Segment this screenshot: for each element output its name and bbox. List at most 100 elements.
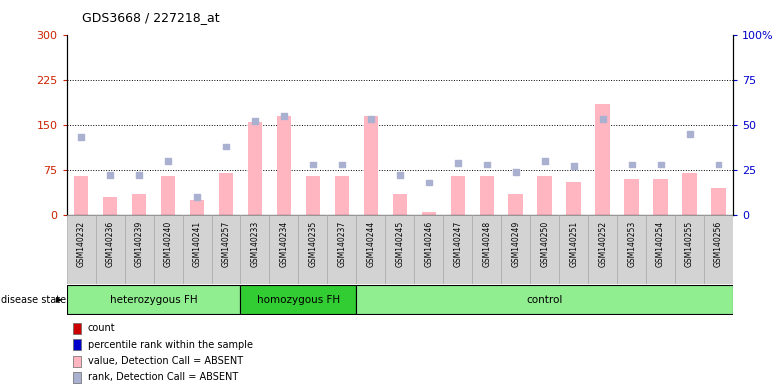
Bar — [74, 372, 82, 383]
Text: GSM140232: GSM140232 — [77, 220, 85, 267]
Bar — [704, 215, 733, 284]
Bar — [559, 215, 588, 284]
Point — [597, 116, 609, 122]
Point — [452, 160, 464, 166]
Point — [684, 131, 696, 137]
Bar — [414, 215, 443, 284]
Text: GSM140254: GSM140254 — [656, 220, 665, 267]
Bar — [74, 356, 82, 367]
Text: GSM140237: GSM140237 — [337, 220, 347, 267]
Bar — [277, 116, 291, 215]
Bar — [219, 173, 234, 215]
Point — [307, 161, 319, 167]
Bar — [241, 285, 357, 314]
Bar — [646, 215, 675, 284]
Text: count: count — [88, 323, 115, 333]
Text: GSM140233: GSM140233 — [250, 220, 260, 267]
Bar — [682, 173, 697, 215]
Text: GSM140236: GSM140236 — [106, 220, 114, 267]
Bar — [393, 194, 407, 215]
Bar — [212, 215, 241, 284]
Point — [191, 194, 203, 200]
Bar — [67, 285, 241, 314]
Text: control: control — [527, 295, 563, 305]
Bar — [509, 194, 523, 215]
Text: homozygous FH: homozygous FH — [257, 295, 340, 305]
Text: value, Detection Call = ABSENT: value, Detection Call = ABSENT — [88, 356, 243, 366]
Text: heterozygous FH: heterozygous FH — [110, 295, 198, 305]
Text: GSM140255: GSM140255 — [685, 220, 694, 267]
Bar — [306, 176, 320, 215]
Bar — [248, 122, 262, 215]
Bar — [443, 215, 472, 284]
Point — [74, 134, 87, 141]
Bar — [711, 188, 726, 215]
Text: GSM140239: GSM140239 — [135, 220, 143, 267]
Bar — [501, 215, 530, 284]
Bar — [161, 176, 176, 215]
Bar — [74, 323, 82, 334]
Point — [249, 118, 261, 124]
Bar — [538, 176, 552, 215]
Bar — [530, 215, 559, 284]
Bar — [357, 285, 733, 314]
Bar — [132, 194, 147, 215]
Bar — [103, 197, 118, 215]
Text: GSM140252: GSM140252 — [598, 220, 607, 267]
Bar — [624, 179, 639, 215]
Point — [220, 143, 232, 149]
Point — [423, 179, 435, 185]
Point — [539, 158, 551, 164]
Point — [365, 116, 377, 122]
Bar — [357, 215, 386, 284]
Text: percentile rank within the sample: percentile rank within the sample — [88, 340, 253, 350]
Text: GSM140256: GSM140256 — [714, 220, 723, 267]
Bar — [386, 215, 414, 284]
Text: GSM140257: GSM140257 — [222, 220, 230, 267]
Point — [132, 172, 145, 179]
Bar — [588, 215, 617, 284]
Bar — [480, 176, 494, 215]
Bar — [183, 215, 212, 284]
Bar — [422, 212, 436, 215]
Point — [481, 161, 493, 167]
Point — [568, 163, 580, 169]
Text: rank, Detection Call = ABSENT: rank, Detection Call = ABSENT — [88, 372, 238, 382]
Bar — [270, 215, 299, 284]
Bar — [364, 116, 378, 215]
Text: disease state: disease state — [1, 295, 66, 305]
Text: GSM140240: GSM140240 — [164, 220, 172, 267]
Bar — [96, 215, 125, 284]
Bar — [335, 176, 349, 215]
Text: GSM140253: GSM140253 — [627, 220, 636, 267]
Point — [713, 161, 725, 167]
Point — [394, 172, 406, 179]
Bar — [566, 182, 581, 215]
Point — [278, 113, 290, 119]
Point — [103, 172, 116, 179]
Point — [655, 161, 667, 167]
Text: GSM140245: GSM140245 — [395, 220, 405, 267]
Text: ▶: ▶ — [56, 295, 63, 304]
Bar — [617, 215, 646, 284]
Point — [510, 169, 522, 175]
Point — [626, 161, 638, 167]
Text: GSM140244: GSM140244 — [366, 220, 376, 267]
Bar — [74, 176, 89, 215]
Text: GSM140246: GSM140246 — [424, 220, 434, 267]
Bar — [125, 215, 154, 284]
Bar — [595, 104, 610, 215]
Text: GSM140250: GSM140250 — [540, 220, 550, 267]
Bar — [67, 215, 96, 284]
Text: GSM140235: GSM140235 — [308, 220, 318, 267]
Bar — [451, 176, 465, 215]
Text: GDS3668 / 227218_at: GDS3668 / 227218_at — [82, 12, 220, 25]
Bar — [472, 215, 501, 284]
Text: GSM140248: GSM140248 — [482, 220, 492, 267]
Bar — [154, 215, 183, 284]
Bar — [653, 179, 668, 215]
Point — [336, 161, 348, 167]
Bar — [241, 215, 270, 284]
Text: GSM140249: GSM140249 — [511, 220, 521, 267]
Bar — [675, 215, 704, 284]
